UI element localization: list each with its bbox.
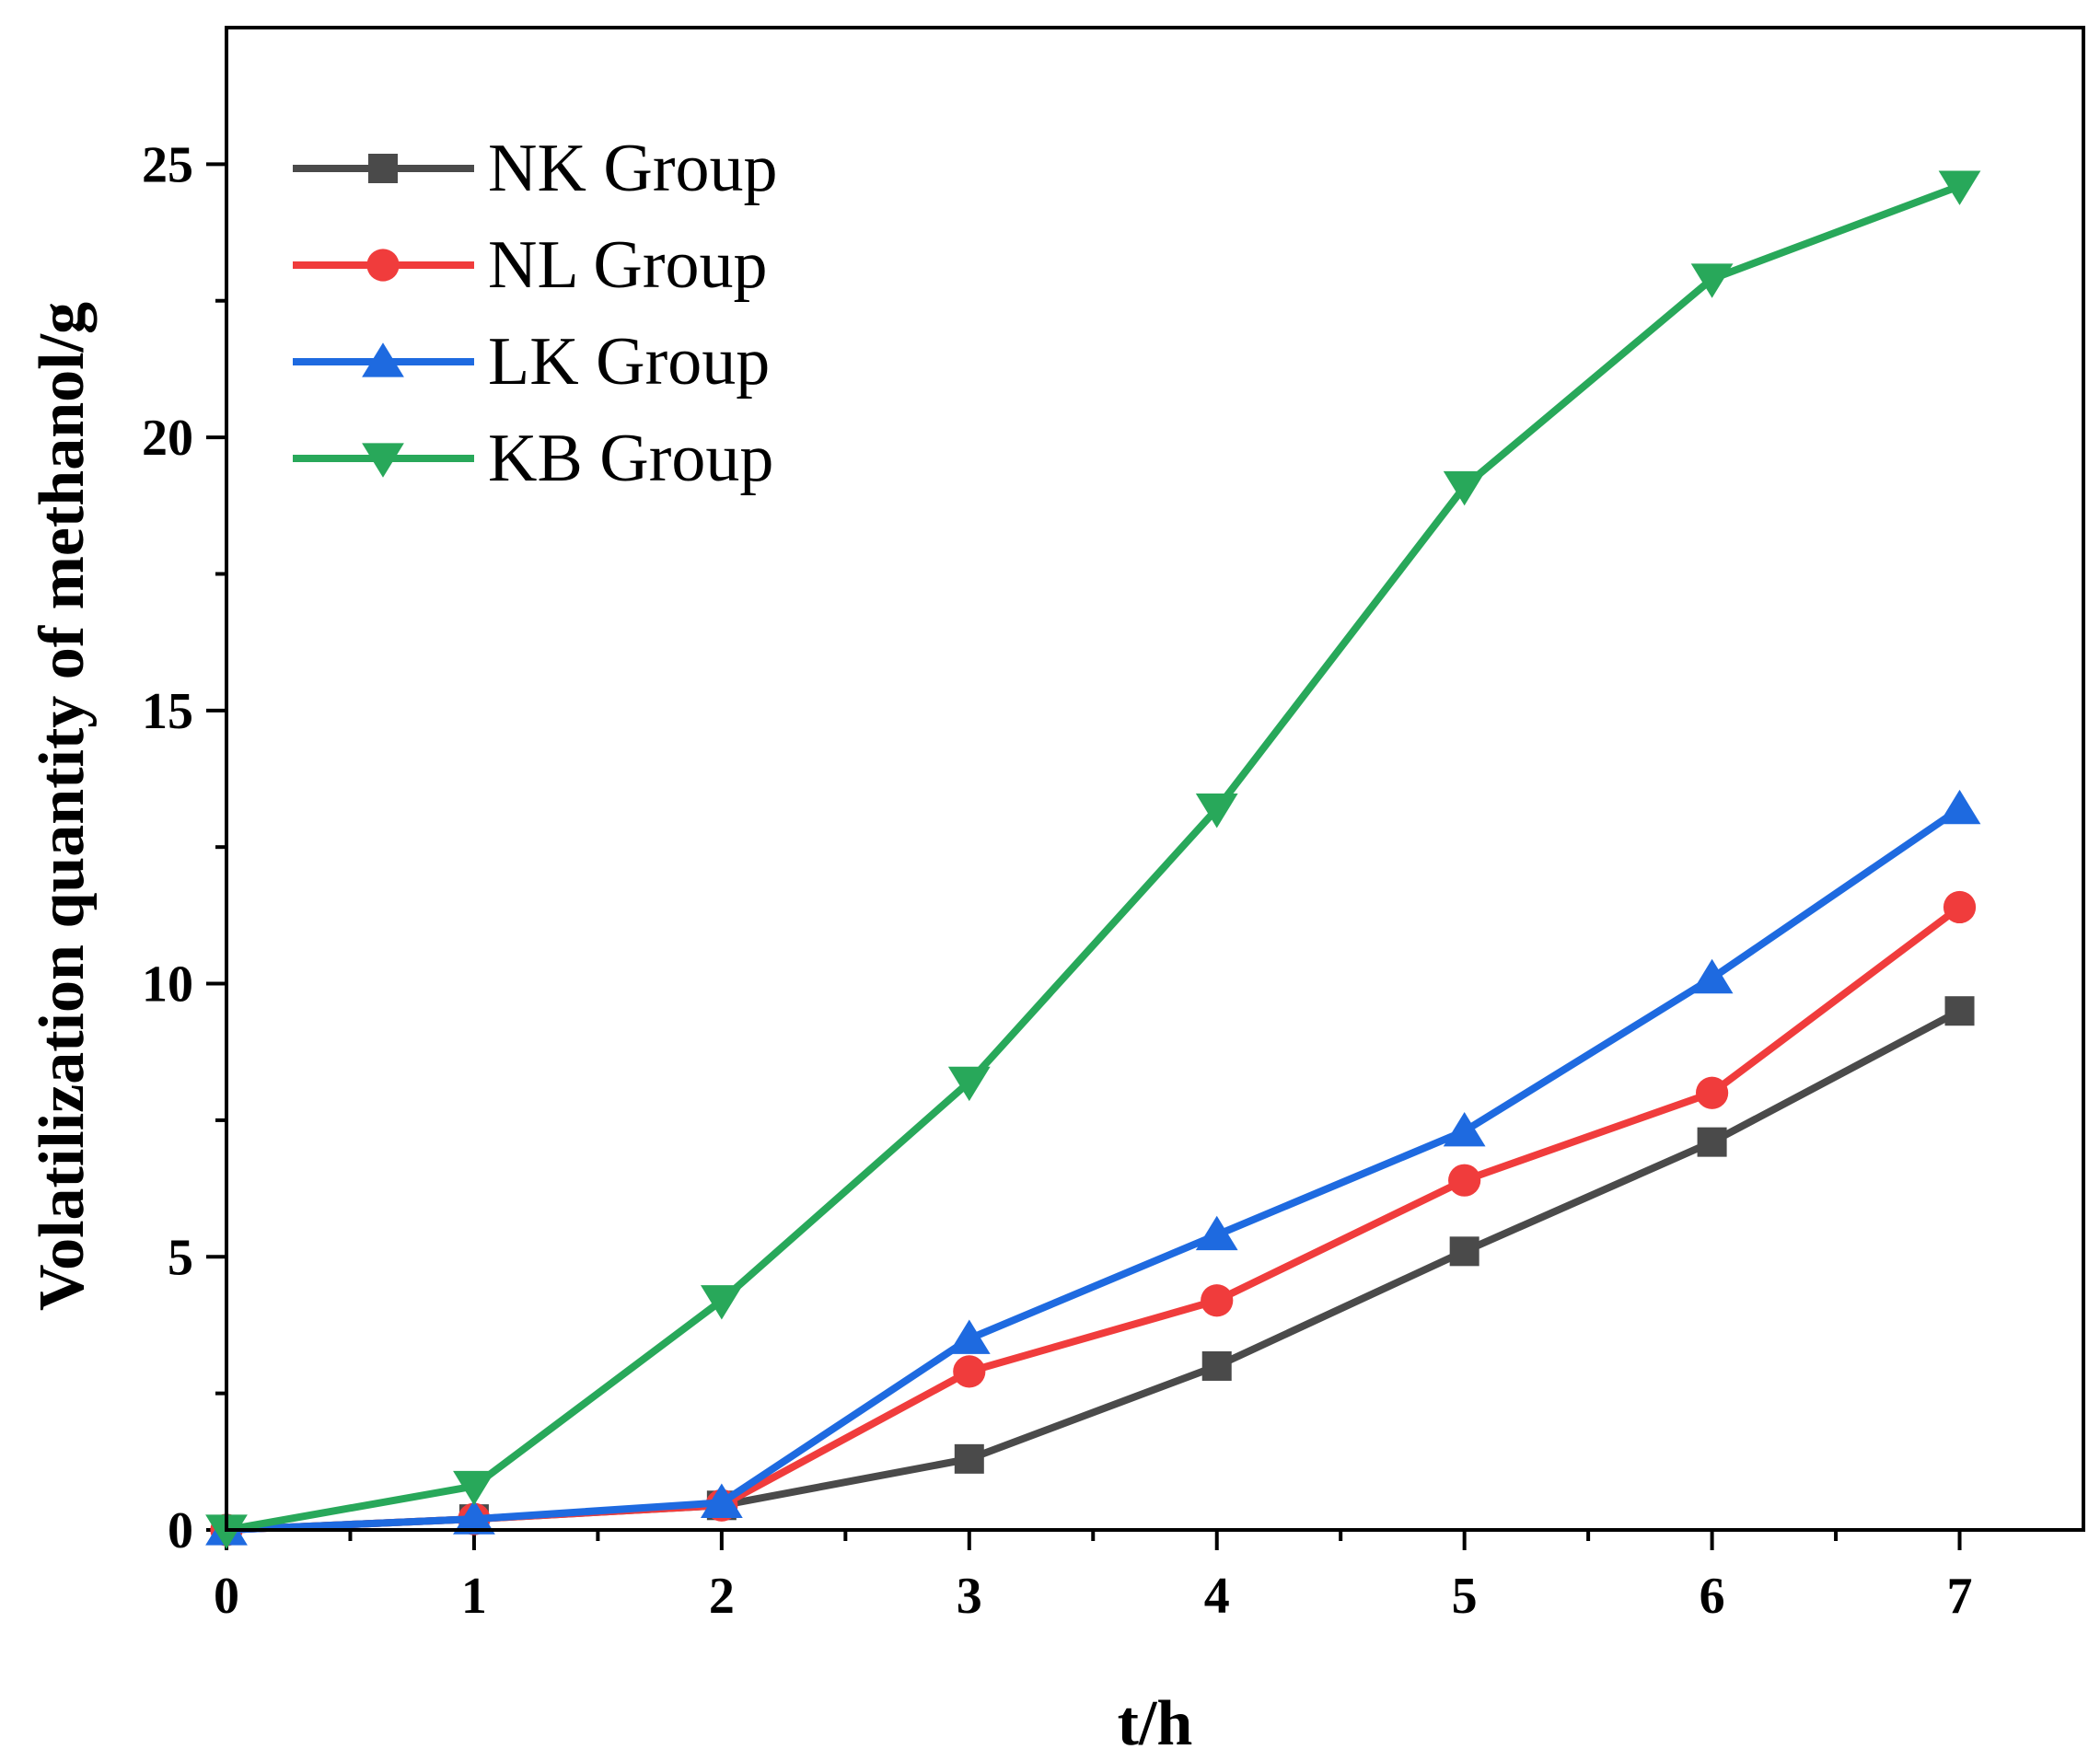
x-axis-title: t/h <box>1118 1688 1193 1759</box>
series-line <box>226 182 1961 1534</box>
series-lk-group <box>205 789 1981 1546</box>
y-tick-label: 25 <box>142 136 193 193</box>
tick-label-layer: 0 1 2 3 4 5 6 7 0 5 10 15 20 25 <box>142 136 1973 1625</box>
data-point <box>1449 1236 1479 1267</box>
legend-item: NK Group <box>293 131 777 206</box>
y-axis-title: Volatilization quantity of methanol/g <box>27 302 98 1311</box>
legend-item: LK Group <box>293 324 770 400</box>
data-point <box>1943 890 1977 924</box>
data-point <box>1690 263 1734 298</box>
data-point <box>1195 1215 1238 1251</box>
data-point <box>1938 170 1981 205</box>
data-point <box>1690 958 1734 994</box>
legend-label: KB Group <box>488 421 773 496</box>
data-point <box>1201 1350 1232 1381</box>
y-tick-label: 15 <box>142 683 193 740</box>
data-point <box>1443 470 1486 506</box>
legend: NK Group NL Group LK Group KB Group <box>293 131 777 496</box>
legend-item: KB Group <box>293 421 773 496</box>
data-point <box>453 1470 495 1506</box>
legend-marker <box>362 342 404 377</box>
data-point <box>954 1443 984 1474</box>
data-point <box>1201 1284 1234 1317</box>
legend-marker <box>366 249 400 282</box>
x-tick-label: 7 <box>1947 1568 1973 1625</box>
data-point <box>1938 789 1981 825</box>
x-tick-label: 0 <box>214 1568 239 1625</box>
x-tick-label: 1 <box>461 1568 487 1625</box>
legend-label: NK Group <box>488 131 777 206</box>
series-line <box>226 904 1962 1534</box>
data-point <box>700 1483 743 1518</box>
legend-label: LK Group <box>488 324 770 400</box>
data-point <box>1448 1164 1481 1197</box>
data-point <box>1443 1111 1486 1147</box>
legend-marker <box>362 443 404 478</box>
y-tick-label: 10 <box>142 956 193 1014</box>
x-tick-label: 3 <box>957 1568 982 1625</box>
x-tick-label: 2 <box>709 1568 735 1625</box>
legend-label: NL Group <box>488 227 767 303</box>
data-point <box>453 1500 495 1535</box>
y-tick-label: 0 <box>168 1502 193 1559</box>
series-line <box>226 805 1962 1534</box>
plot-frame <box>225 26 2085 1532</box>
data-point <box>1696 1076 1729 1109</box>
series-kb-group <box>205 170 1981 1549</box>
data-point <box>1195 794 1238 828</box>
x-tick-label: 6 <box>1700 1568 1725 1625</box>
y-tick-label: 5 <box>168 1229 193 1286</box>
data-point <box>205 1514 248 1549</box>
x-tick-label: 5 <box>1452 1568 1478 1625</box>
legend-item: NL Group <box>293 227 767 303</box>
y-tick-label: 20 <box>142 410 193 467</box>
data-point <box>1697 1127 1727 1157</box>
data-point <box>1944 996 1975 1026</box>
data-point <box>947 1319 991 1354</box>
x-tick-label: 4 <box>1204 1568 1230 1625</box>
series-layer <box>205 170 1981 1549</box>
data-point <box>947 1066 991 1102</box>
legend-marker <box>368 154 398 183</box>
data-point <box>953 1355 986 1388</box>
data-point <box>700 1285 743 1320</box>
